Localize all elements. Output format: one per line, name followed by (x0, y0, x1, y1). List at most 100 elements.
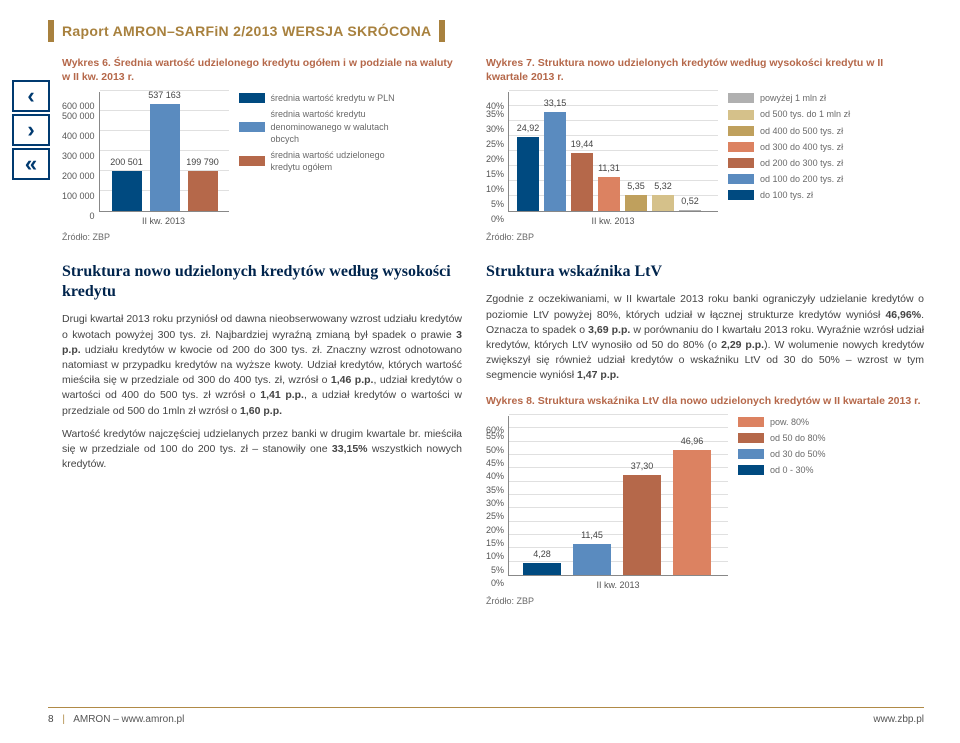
chart7-legend: powyżej 1 mln zł od 500 tys. do 1 mln zł o… (728, 92, 850, 205)
bar: 5,32 (652, 195, 674, 211)
y-tick: 0 (90, 206, 95, 226)
legend-item: od 200 do 300 tys. zł (728, 157, 850, 169)
y-tick: 50% (486, 443, 504, 456)
right-column: Wykres 7. Struktura nowo udzielonych kre… (486, 56, 924, 606)
y-tick: 15% (486, 536, 504, 549)
main-content: Wykres 6. Średnia wartość udzielonego kr… (62, 56, 924, 606)
y-tick: 40% (486, 470, 504, 483)
y-tick: 20% (486, 523, 504, 536)
chart6-legend: średnia wartość kredytu w PLN średnia war… (239, 92, 399, 177)
bar-value-label: 19,44 (571, 139, 594, 149)
bar-group: 200 501537 163199 790 (112, 104, 218, 211)
legend-label: od 500 tys. do 1 mln zł (760, 108, 850, 120)
nav-prev-button[interactable]: ‹ (12, 80, 50, 112)
chart6-row: 600 000500 000400 000300 000200 000100 0… (62, 92, 462, 242)
bar: 0,52 (679, 210, 701, 212)
chart8-x-label: II kw. 2013 (508, 580, 728, 590)
bar: 19,44 (571, 153, 593, 211)
legend-swatch (728, 126, 754, 136)
bar-value-label: 199 790 (186, 157, 219, 167)
chart6: 600 000500 000400 000300 000200 000100 0… (62, 92, 229, 242)
legend-swatch (239, 156, 265, 166)
legend-item: pow. 80% (738, 416, 826, 428)
y-tick: 100 000 (62, 186, 95, 206)
page-number: 8 (48, 714, 54, 725)
legend-item: średnia wartość kredytu w PLN (239, 92, 399, 104)
legend-label: średnia wartość udzielonego kredytu ogół… (271, 149, 399, 173)
legend-label: średnia wartość kredytu w PLN (271, 92, 395, 104)
legend-swatch (738, 417, 764, 427)
legend-swatch (738, 433, 764, 443)
legend-label: powyżej 1 mln zł (760, 92, 826, 104)
legend-item: powyżej 1 mln zł (728, 92, 850, 104)
chart7-y-axis: 40%35%30%25%20%15%10%5%0% (486, 106, 508, 226)
legend-label: średnia wartość kredytu denominowanego w… (271, 108, 399, 144)
y-tick: 35% (486, 483, 504, 496)
chart6-plot: 200 501537 163199 790 (99, 92, 229, 212)
y-tick: 10% (486, 550, 504, 563)
legend-swatch (239, 122, 265, 132)
bar-group: 24,9233,1519,4411,315,355,320,52 (517, 112, 701, 211)
bar: 537 163 (150, 104, 180, 211)
legend-item: od 30 do 50% (738, 448, 826, 460)
y-tick: 500 000 (62, 106, 95, 126)
chart8-title: Wykres 8. Struktura wskaźnika LtV dla no… (486, 394, 924, 408)
bar: 33,15 (544, 112, 566, 211)
legend-label: od 300 do 400 tys. zł (760, 141, 843, 153)
header-accent-right (439, 20, 445, 42)
bar: 46,96 (673, 450, 711, 575)
section-left-p1: Drugi kwartał 2013 roku przyniósł od daw… (62, 312, 462, 419)
footer-left: 8 | AMRON – www.amron.pl (48, 714, 184, 725)
chart7: 40%35%30%25%20%15%10%5%0% 24,9233,1519,4… (486, 92, 718, 242)
bar-value-label: 33,15 (544, 98, 567, 108)
legend-label: od 30 do 50% (770, 448, 826, 460)
legend-item: średnia wartość kredytu denominowanego w… (239, 108, 399, 144)
y-tick: 5% (491, 563, 504, 576)
bar-value-label: 24,92 (517, 123, 540, 133)
y-tick: 55% (486, 430, 504, 443)
chart7-row: 40%35%30%25%20%15%10%5%0% 24,9233,1519,4… (486, 92, 924, 242)
page-footer: 8 | AMRON – www.amron.pl www.zbp.pl (48, 707, 924, 725)
chart8-row: 60%55%50%45%40%35%30%25%20%15%10%5%0% 4,… (486, 416, 924, 606)
legend-label: od 0 - 30% (770, 464, 814, 476)
legend-item: od 500 tys. do 1 mln zł (728, 108, 850, 120)
bar: 11,45 (573, 544, 611, 575)
chart8-source: Źródło: ZBP (486, 596, 728, 606)
page-nav: ‹ › « (12, 80, 50, 180)
legend-item: do 100 tys. zł (728, 189, 850, 201)
chart7-source: Źródło: ZBP (486, 232, 718, 242)
nav-next-button[interactable]: › (12, 114, 50, 146)
y-tick: 25% (486, 510, 504, 523)
legend-item: od 300 do 400 tys. zł (728, 141, 850, 153)
y-tick: 35% (486, 106, 504, 121)
legend-swatch (728, 110, 754, 120)
legend-item: od 50 do 80% (738, 432, 826, 444)
header-title: Raport AMRON–SARFiN 2/2013 WERSJA SKRÓCO… (62, 23, 431, 39)
legend-label: od 100 do 200 tys. zł (760, 173, 843, 185)
bar: 11,31 (598, 177, 620, 211)
section-left-body: Drugi kwartał 2013 roku przyniósł od daw… (62, 312, 462, 472)
legend-item: średnia wartość udzielonego kredytu ogół… (239, 149, 399, 173)
legend-item: od 100 do 200 tys. zł (728, 173, 850, 185)
legend-swatch (728, 190, 754, 200)
footer-left-text: AMRON – www.amron.pl (73, 714, 184, 725)
legend-item: od 400 do 500 tys. zł (728, 125, 850, 137)
section-right-p1: Zgodnie z oczekiwaniami, w II kwartale 2… (486, 292, 924, 383)
chart8-y-axis: 60%55%50%45%40%35%30%25%20%15%10%5%0% (486, 430, 508, 590)
y-tick: 300 000 (62, 146, 95, 166)
legend-label: pow. 80% (770, 416, 809, 428)
y-tick: 5% (491, 196, 504, 211)
report-header: Raport AMRON–SARFiN 2/2013 WERSJA SKRÓCO… (48, 20, 445, 42)
nav-home-button[interactable]: « (12, 148, 50, 180)
chart7-x-label: II kw. 2013 (508, 216, 718, 226)
chart8-legend: pow. 80% od 50 do 80% od 30 do 50% od 0 - 3… (738, 416, 826, 481)
bar-value-label: 46,96 (681, 436, 704, 446)
y-tick: 400 000 (62, 126, 95, 146)
y-tick: 45% (486, 456, 504, 469)
legend-item: od 0 - 30% (738, 464, 826, 476)
footer-right: www.zbp.pl (873, 714, 924, 725)
bar-value-label: 5,35 (627, 181, 645, 191)
bar-value-label: 0,52 (681, 196, 699, 206)
y-tick: 10% (486, 181, 504, 196)
section-left-heading: Struktura nowo udzielonych kredytów wedł… (62, 262, 462, 302)
